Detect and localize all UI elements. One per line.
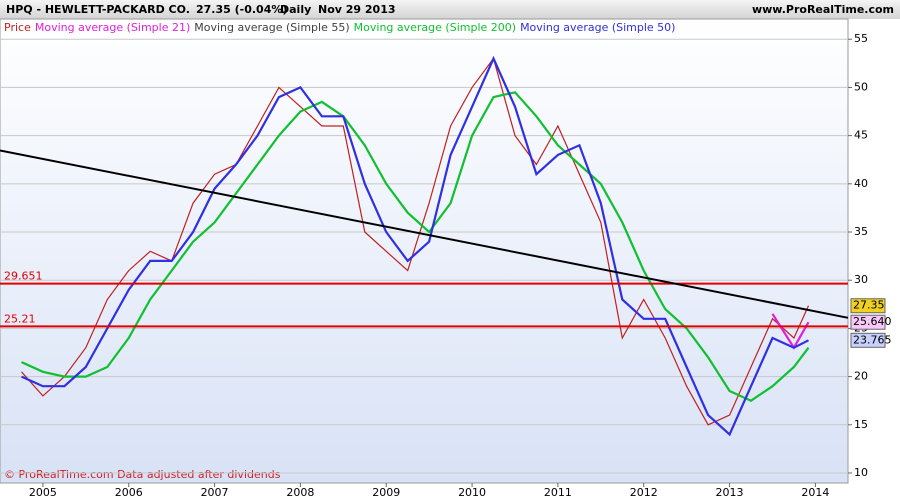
last-value-box	[850, 298, 886, 314]
series-line	[21, 57, 810, 426]
legend-entry: Price	[4, 21, 31, 34]
symbol: HPQ - HEWLETT-PACKARD CO.	[6, 3, 190, 16]
last-value-label: 27.35	[853, 299, 885, 312]
y-tick-label: 55	[854, 32, 868, 45]
x-tick-label: 2007	[201, 486, 229, 499]
y-tick-label: 30	[854, 273, 868, 286]
y-tick-label: 40	[854, 177, 868, 190]
quote: 27.35 (-0.04%)	[196, 3, 287, 16]
x-tick-label: 2006	[115, 486, 143, 499]
period: Daily	[280, 3, 311, 16]
date: Nov 29 2013	[318, 3, 396, 16]
x-tick-label: 2012	[630, 486, 658, 499]
y-tick-label: 10	[854, 466, 868, 479]
y-tick-label: 45	[854, 129, 868, 142]
legend: Price Moving average (Simple 21) Moving av…	[4, 21, 675, 34]
trendline	[0, 149, 849, 319]
legend-entry: Moving average (Simple 200)	[354, 21, 516, 34]
last-value-box	[850, 314, 886, 330]
legend-entry: Moving average (Simple 21)	[35, 21, 190, 34]
header-bar	[0, 0, 900, 19]
x-tick-label: 2013	[716, 486, 744, 499]
x-tick-label: 2014	[801, 486, 829, 499]
last-value-box	[850, 332, 886, 348]
legend-entry: Moving average (Simple 55)	[194, 21, 349, 34]
legend-entry: Moving average (Simple 50)	[520, 21, 675, 34]
last-value-label: 23.765	[853, 333, 892, 346]
x-tick-label: 2005	[29, 486, 57, 499]
x-tick-label: 2011	[544, 486, 572, 499]
series-line	[21, 91, 810, 402]
last-value-label: 25.640	[853, 315, 892, 328]
plot-area	[0, 18, 849, 484]
y-tick-label: 15	[854, 418, 868, 431]
x-tick-label: 2008	[286, 486, 314, 499]
x-tick-label: 2009	[372, 486, 400, 499]
horizontal-line-label: 29.651	[4, 270, 43, 283]
footer: © ProRealTime.com Data adjusted after di…	[4, 468, 281, 481]
x-tick-label: 2010	[458, 486, 486, 499]
y-tick-label: 20	[854, 370, 868, 383]
y-tick-label: 50	[854, 80, 868, 93]
horizontal-line-label: 25.21	[4, 312, 36, 325]
y-tick-label: 35	[854, 225, 868, 238]
site: www.ProRealTime.com	[752, 3, 894, 16]
series-line	[21, 55, 809, 437]
